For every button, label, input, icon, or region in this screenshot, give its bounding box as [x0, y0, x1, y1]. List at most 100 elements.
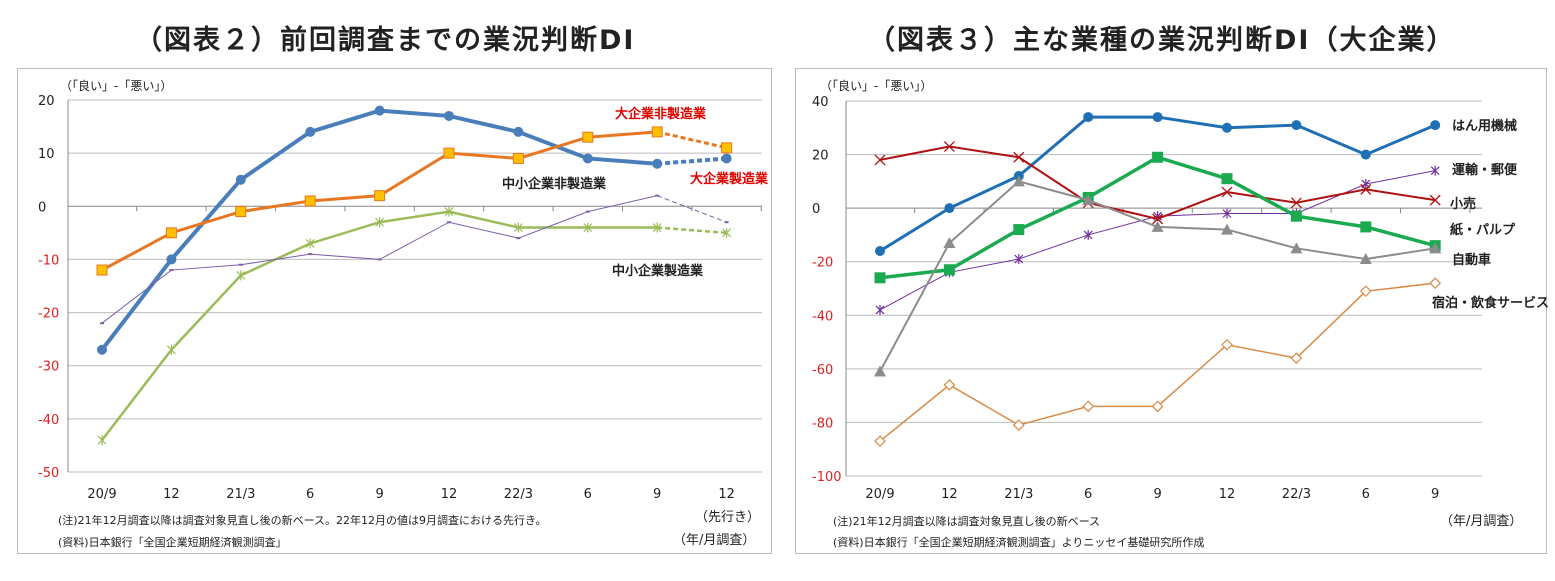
x-tick-label: 6: [584, 487, 592, 502]
data-point: [1290, 352, 1303, 364]
series-label: 紙・パルプ: [1450, 222, 1516, 238]
x-tick-label: 12: [441, 487, 458, 502]
chart-title-right: （図表３）主な業種の業況判断DI（大企業）: [868, 25, 1456, 56]
data-point: [1360, 149, 1371, 160]
data-point: [1012, 419, 1025, 431]
data-point: [874, 365, 886, 377]
data-point: [1221, 173, 1233, 185]
data-point: [97, 344, 107, 355]
y-tick-label: -60: [812, 363, 833, 378]
data-point: [238, 263, 243, 266]
data-point: [582, 153, 593, 164]
y-tick-label: -40: [38, 413, 59, 428]
series-label: 運輸・郵便: [1452, 162, 1518, 178]
data-point: [1013, 151, 1025, 163]
y-tick-label: 20: [38, 94, 55, 109]
y-tick-label: -30: [38, 360, 59, 375]
x-tick-label: 12: [718, 487, 735, 502]
data-point: [1360, 221, 1372, 233]
data-point: [443, 147, 455, 159]
data-point: [516, 237, 521, 240]
data-point: [943, 264, 955, 276]
y-tick-label: -100: [812, 470, 842, 485]
y-tick-label: 0: [812, 202, 820, 217]
source-left: (資料)日本銀行「全国企業短期経済観測調査」: [58, 536, 287, 549]
data-point: [652, 158, 663, 169]
data-point: [585, 210, 590, 213]
x-tick-label: 21/3: [226, 487, 255, 502]
x-tick-label: 9: [1431, 487, 1439, 502]
data-point: [651, 126, 663, 138]
y-tick-label: -50: [38, 466, 59, 481]
data-point: [235, 174, 246, 185]
y-tick-label: -20: [38, 307, 59, 322]
data-point: [1359, 253, 1372, 265]
data-point: [1151, 220, 1164, 232]
data-point: [943, 236, 956, 248]
data-point: [1221, 338, 1233, 351]
series-forecast-line: [657, 156, 727, 166]
note-right: (注)21年12月調査以降は調査対象見直し後の新ベース: [833, 515, 1101, 528]
data-point: [377, 258, 382, 261]
data-point: [100, 322, 104, 325]
data-point: [308, 253, 313, 256]
data-point: [1429, 194, 1441, 206]
x-tick-label: 20/9: [87, 487, 116, 502]
series-label: 自動車: [1452, 252, 1491, 268]
source-right: (資料)日本銀行「全国企業短期経済観測調査」よりニッセイ基礎研究所作成: [833, 536, 1205, 549]
series-forecast-line: [656, 130, 727, 150]
data-point: [1152, 112, 1163, 123]
data-point: [1429, 242, 1442, 254]
series-label: 大企業非製造業: [615, 106, 707, 122]
data-point: [96, 264, 108, 276]
data-point: [721, 153, 732, 164]
y-axis-title: （「良い」-「悪い」）: [820, 78, 932, 93]
data-point: [1152, 213, 1164, 225]
x-tick-label: 12: [163, 487, 180, 502]
x-tick-label: 21/3: [1004, 487, 1033, 502]
data-point: [943, 379, 956, 391]
data-point: [1222, 122, 1232, 133]
data-point: [1013, 224, 1025, 236]
data-point: [375, 217, 385, 228]
data-point: [721, 142, 733, 154]
data-point: [1291, 120, 1302, 131]
xlabel-right: （年/月調査）: [1440, 514, 1523, 529]
y-tick-label: -20: [812, 256, 833, 271]
x-tick-label: 20/9: [865, 487, 894, 502]
y-tick-label: 20: [812, 149, 829, 164]
data-point: [444, 206, 454, 217]
y-tick-label: 0: [38, 200, 46, 215]
data-point: [1430, 165, 1440, 176]
series-label: 中小企業非製造業: [502, 176, 607, 192]
data-point: [166, 254, 177, 265]
data-point: [724, 221, 729, 224]
data-point: [875, 246, 885, 256]
data-point: [1082, 194, 1095, 206]
data-point: [1290, 242, 1303, 254]
data-point: [1083, 112, 1094, 123]
data-point: [512, 152, 524, 164]
data-point: [1151, 400, 1164, 413]
data-point: [1222, 208, 1232, 219]
data-point: [165, 227, 177, 239]
data-point: [1083, 229, 1093, 240]
series-line: [100, 108, 658, 351]
data-point: [235, 206, 247, 218]
data-point: [1430, 120, 1441, 131]
data-point: [582, 131, 594, 143]
forecast-label: （先行き）: [695, 510, 761, 525]
y-tick-label: -80: [812, 416, 833, 431]
x-tick-label: 9: [653, 487, 661, 502]
x-tick-label: 9: [375, 487, 383, 502]
x-tick-label: 12: [941, 487, 958, 502]
chart-panel-right: [795, 68, 1547, 554]
series-label: 小売: [1450, 196, 1476, 212]
data-point: [583, 222, 593, 233]
data-point: [1082, 400, 1095, 413]
data-point: [722, 227, 732, 238]
series-line: [879, 180, 1436, 373]
data-point: [1360, 183, 1372, 195]
data-point: [374, 190, 386, 202]
data-point: [1221, 186, 1233, 198]
